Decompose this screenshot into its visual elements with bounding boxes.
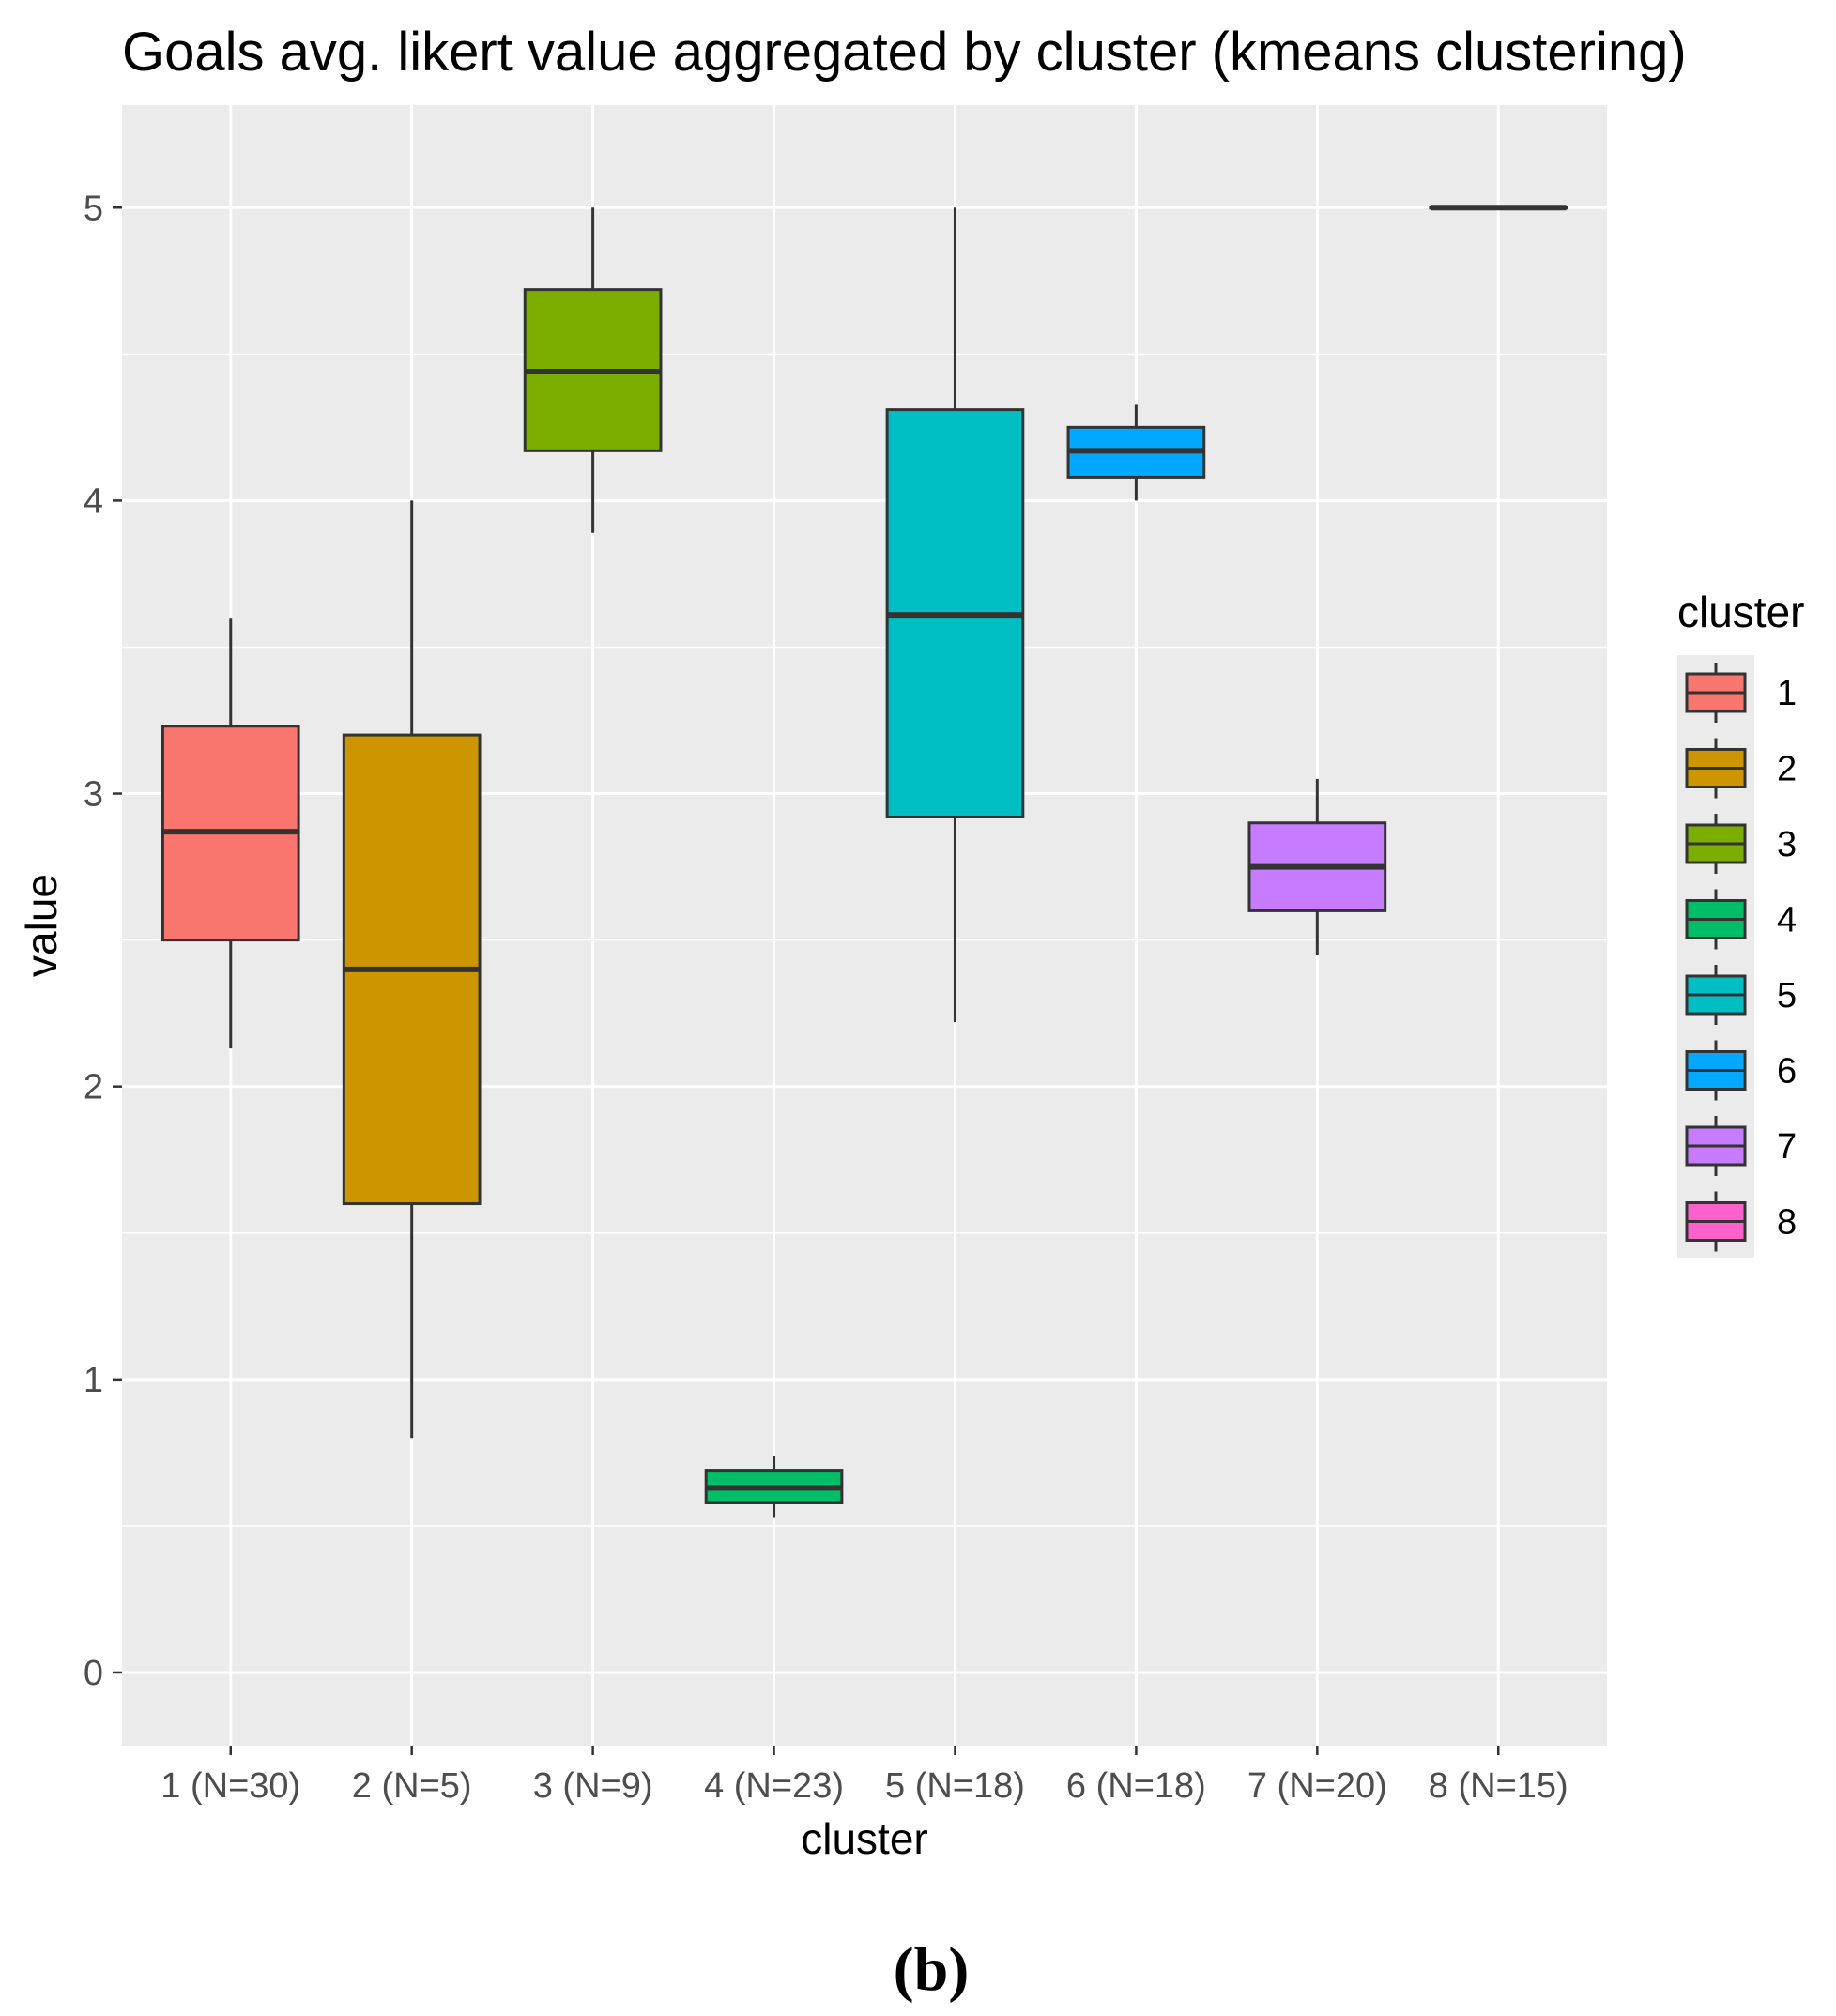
box-cluster-6 (1066, 404, 1206, 501)
box-cluster-3 (523, 207, 663, 533)
legend-title: cluster (1677, 588, 1804, 636)
legend-item-2: 2 (1685, 738, 1797, 799)
box-cluster-5 (885, 207, 1025, 1023)
figure-caption: (b) (894, 1935, 970, 2004)
y-axis-title: value (17, 874, 66, 977)
legend-label: 7 (1777, 1127, 1797, 1167)
x-tick-label: 6 (N=18) (1066, 1766, 1206, 1806)
legend: cluster 1 2 3 4 5 6 7 8 (1677, 588, 1804, 1258)
legend-item-5: 5 (1685, 965, 1797, 1025)
y-tick-label: 0 (84, 1654, 103, 1693)
x-tick-label: 1 (N=30) (161, 1766, 300, 1806)
legend-label: 1 (1777, 674, 1797, 713)
x-tick-label: 8 (N=15) (1429, 1766, 1568, 1806)
x-axis: 1 (N=30) 2 (N=5) 3 (N=9) 4 (N=23) 5 (N=18) 6 … (161, 1746, 1568, 1806)
y-tick-label: 4 (84, 481, 103, 521)
legend-label: 3 (1777, 825, 1797, 864)
box-cluster-7 (1247, 778, 1387, 955)
boxes (161, 205, 1568, 1518)
legend-item-8: 8 (1685, 1191, 1797, 1252)
legend-label: 8 (1777, 1203, 1797, 1243)
y-tick-label: 3 (84, 775, 103, 815)
box-cluster-8 (1429, 205, 1568, 211)
x-tick-label: 7 (N=20) (1247, 1766, 1387, 1806)
box-cluster-2 (342, 500, 482, 1439)
legend-label: 5 (1777, 976, 1797, 1016)
legend-label: 6 (1777, 1052, 1797, 1092)
y-tick-label: 2 (84, 1068, 103, 1107)
legend-label: 2 (1777, 750, 1797, 789)
x-tick-label: 4 (N=23) (704, 1766, 844, 1806)
legend-item-1: 1 (1685, 663, 1797, 723)
legend-label: 4 (1777, 901, 1797, 940)
x-tick-label: 5 (N=18) (885, 1766, 1025, 1806)
legend-item-6: 6 (1685, 1040, 1797, 1101)
y-tick-label: 5 (84, 189, 103, 228)
box-cluster-1 (161, 618, 300, 1049)
x-tick-label: 3 (N=9) (533, 1766, 653, 1806)
x-axis-title: cluster (801, 1814, 927, 1863)
chart-title: Goals avg. likert value aggregated by cl… (122, 22, 1687, 83)
box-cluster-4 (704, 1455, 844, 1518)
legend-item-4: 4 (1685, 889, 1797, 950)
legend-item-3: 3 (1685, 814, 1797, 874)
legend-item-7: 7 (1685, 1116, 1797, 1176)
y-tick-label: 1 (84, 1361, 103, 1400)
y-axis: 0 1 2 3 4 5 (84, 189, 122, 1693)
x-tick-label: 2 (N=5) (352, 1766, 472, 1806)
